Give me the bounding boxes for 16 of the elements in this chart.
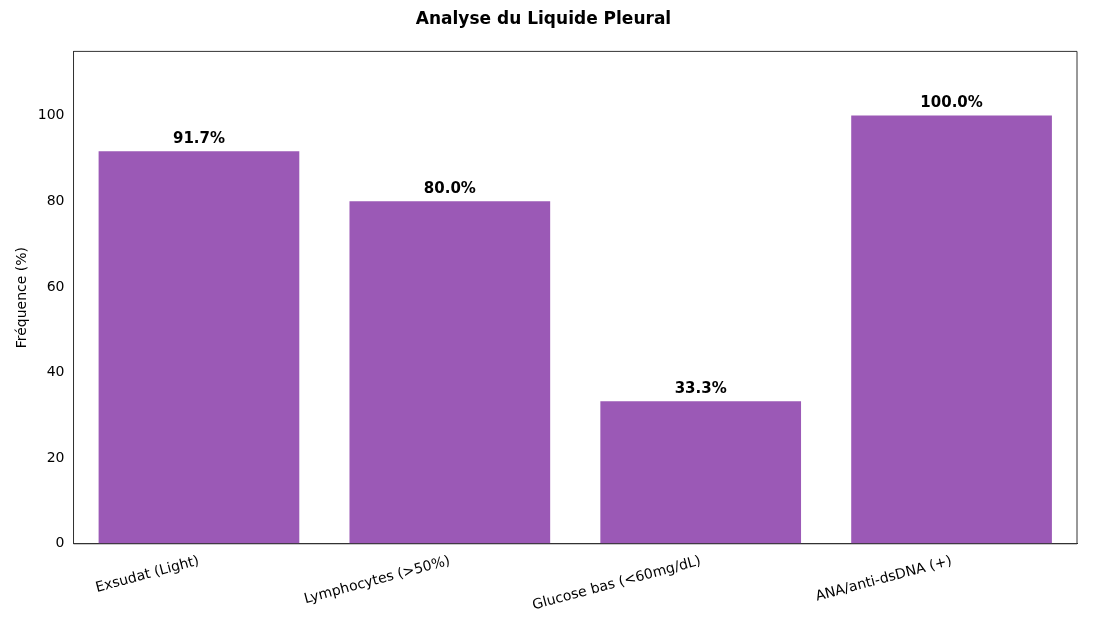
bar [349, 201, 551, 544]
data-label: 80.0% [423, 178, 476, 197]
bar [600, 401, 802, 544]
bar [851, 115, 1052, 544]
y-tick-label: 0 [55, 534, 65, 551]
y-tick-label: 100 [37, 106, 65, 123]
y-tick-label: 20 [46, 448, 65, 465]
y-tick-label: 60 [46, 277, 65, 294]
data-label: 100.0% [920, 93, 983, 112]
data-label: 33.3% [674, 378, 727, 397]
y-tick-label: 40 [46, 363, 65, 380]
y-axis-title: Fréquence (%) [13, 246, 30, 349]
data-label: 91.7% [172, 128, 225, 147]
chart-title: Analyse du Liquide Pleural [415, 7, 672, 28]
y-tick-label: 80 [46, 191, 65, 208]
bar [98, 151, 300, 544]
